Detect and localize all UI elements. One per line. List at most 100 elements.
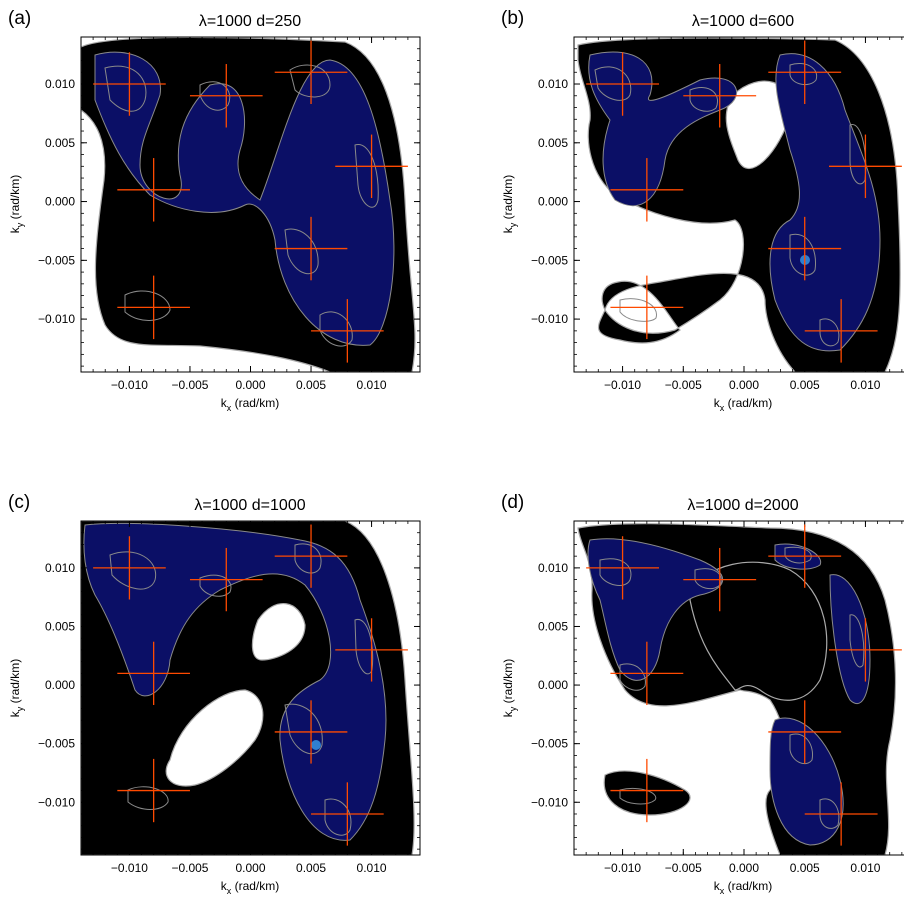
y-tick-label: 0.000 <box>538 678 568 692</box>
x-tick-label: 0.010 <box>357 861 387 875</box>
marker-cross <box>610 158 684 222</box>
marker-cross <box>804 782 878 846</box>
panel-a-plot-area <box>81 37 416 372</box>
x-tick-label: 0.005 <box>790 378 820 392</box>
marker-cross <box>189 547 263 612</box>
marker-cross <box>311 782 384 846</box>
x-tick-label: 0.000 <box>729 861 759 875</box>
panel-d-plot-area <box>577 523 897 855</box>
panel-c-ylabel: ky (rad/km) <box>8 659 25 718</box>
panel-c-tag: (c) <box>8 492 30 513</box>
y-tick-label: −0.010 <box>531 795 568 809</box>
panel-b-density-fill <box>588 51 881 352</box>
panel-d-xlabel: kx (rad/km) <box>714 879 773 896</box>
marker-cross <box>117 758 190 823</box>
panel-d-density-fill <box>587 538 871 846</box>
marker-cross <box>804 299 878 363</box>
marker-cross <box>683 64 757 128</box>
panel-d-markers <box>586 524 902 846</box>
panel-b-xlabel: kx (rad/km) <box>714 396 773 413</box>
panel-a-x-ticks: −0.010 −0.005 0.000 0.005 0.010 <box>80 37 409 392</box>
x-tick-label: 0.000 <box>729 378 759 392</box>
marker-cross <box>117 275 190 340</box>
y-tick-label: 0.005 <box>45 136 75 150</box>
marker-cross <box>586 536 659 600</box>
y-tick-label: 0.010 <box>538 77 568 91</box>
x-tick-label: 0.005 <box>790 861 820 875</box>
y-tick-label: 0.010 <box>538 561 568 575</box>
marker-cross <box>829 134 902 199</box>
y-tick-label: 0.005 <box>538 136 568 150</box>
x-tick-label: −0.005 <box>665 861 702 875</box>
panel-a-inner-contour <box>104 64 379 347</box>
y-tick-label: 0.000 <box>45 678 75 692</box>
y-tick-label: −0.005 <box>38 737 75 751</box>
marker-cross <box>829 618 902 682</box>
panel-b-ylabel: ky (rad/km) <box>501 175 518 234</box>
panel-c-plot-area <box>81 521 415 855</box>
marker-cross <box>117 641 190 705</box>
x-tick-label: 0.010 <box>850 861 880 875</box>
marker-cross <box>93 52 166 116</box>
panel-a-y-ticks: 0.010 0.005 0.000 −0.005 −0.010 <box>38 48 420 367</box>
panel-a-title: λ=1000 d=250 <box>199 13 301 30</box>
panel-d-y-ticks: 0.010 0.005 0.000 −0.005 −0.010 <box>531 532 580 850</box>
panel-c: (c) λ=1000 d=1000 −0.010 −0.005 0.000 0.005… <box>8 492 421 896</box>
x-tick-label: −0.005 <box>171 861 208 875</box>
x-tick-label: 0.005 <box>296 861 326 875</box>
marker-cross <box>610 641 684 705</box>
panel-d: (d) λ=1000 d=2000 −0.010 −0.005 0.000 0.005… <box>501 492 904 896</box>
x-tick-label: −0.005 <box>171 378 208 392</box>
panel-c-y-ticks: 0.010 0.005 0.000 −0.005 −0.010 <box>38 532 420 850</box>
x-tick-label: −0.010 <box>111 861 148 875</box>
x-tick-label: 0.005 <box>296 378 326 392</box>
panel-d-x-ticks: −0.010 −0.005 0.000 0.005 0.010 <box>573 521 903 875</box>
panel-d-title: λ=1000 d=2000 <box>687 497 798 514</box>
x-tick-label: −0.005 <box>665 378 702 392</box>
panel-b-title: λ=1000 d=600 <box>692 13 794 30</box>
marker-cross <box>768 524 842 588</box>
x-tick-label: −0.010 <box>604 861 641 875</box>
marker-cross <box>274 216 348 281</box>
x-tick-label: −0.010 <box>111 378 148 392</box>
panel-a-xlabel: kx (rad/km) <box>221 396 280 413</box>
marker-cross <box>610 275 684 340</box>
panel-c-peak-spot <box>311 740 321 750</box>
marker-cross <box>274 40 348 104</box>
marker-cross <box>335 618 408 682</box>
y-tick-label: −0.010 <box>531 312 568 326</box>
panel-c-title: λ=1000 d=1000 <box>194 497 305 514</box>
panel-b-plot-area <box>577 37 901 372</box>
panel-b-tag: (b) <box>501 8 524 29</box>
panel-c-xlabel: kx (rad/km) <box>221 879 280 896</box>
marker-cross <box>93 536 166 600</box>
y-tick-label: −0.010 <box>38 312 75 326</box>
y-tick-label: −0.005 <box>531 737 568 751</box>
panel-a-markers <box>93 40 408 363</box>
panel-d-tag: (d) <box>501 492 524 513</box>
marker-cross <box>768 216 842 281</box>
marker-cross <box>311 299 384 363</box>
marker-cross <box>117 158 190 222</box>
panel-c-markers <box>93 524 408 846</box>
y-tick-label: −0.010 <box>38 795 75 809</box>
x-tick-label: 0.010 <box>850 378 880 392</box>
y-tick-label: 0.005 <box>538 619 568 633</box>
marker-cross <box>335 134 408 199</box>
marker-cross <box>189 64 263 128</box>
x-tick-label: 0.000 <box>235 378 265 392</box>
x-tick-label: −0.010 <box>604 378 641 392</box>
y-tick-label: 0.010 <box>45 77 75 91</box>
x-tick-label: 0.000 <box>235 861 265 875</box>
marker-cross <box>586 52 659 116</box>
x-tick-label: 0.010 <box>357 378 387 392</box>
panel-b-markers <box>586 40 902 363</box>
panel-a: (a) λ=1000 d=250 −0.010 −0.005 0.000 0.005 0… <box>8 8 421 413</box>
panel-a-density-fill <box>94 51 395 346</box>
y-tick-label: 0.000 <box>538 195 568 209</box>
panel-a-tag: (a) <box>8 8 31 29</box>
panel-c-x-ticks: −0.010 −0.005 0.000 0.005 0.010 <box>80 521 409 875</box>
marker-cross <box>768 700 842 764</box>
y-tick-label: 0.000 <box>45 195 75 209</box>
